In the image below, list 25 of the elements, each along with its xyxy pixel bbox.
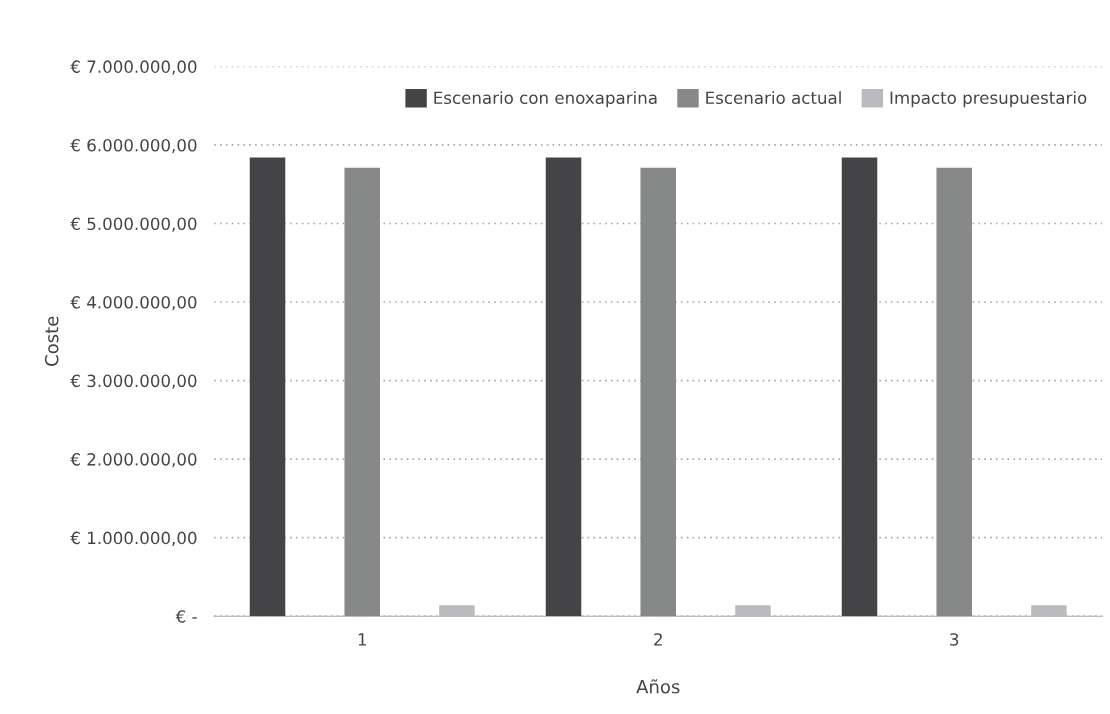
legend-label: Impacto presupuestario [890,91,1087,108]
y-tick-label: € 7.000.000,00 [70,60,197,75]
bar [249,157,286,617]
x-tick-label: 3 [950,633,959,646]
legend-label: Escenario con enoxaparina [434,91,657,108]
bar [545,157,582,617]
bar [841,157,878,617]
y-tick-label: € 5.000.000,00 [70,217,197,232]
bar [1031,605,1067,617]
x-tick-label: 2 [654,633,662,646]
y-tick-label: € 3.000.000,00 [70,374,197,389]
y-tick-label: € 2.000.000,00 [70,453,197,468]
legend-label: Escenario actual [706,91,841,105]
y-tick-label: € - [175,610,197,623]
x-tick-label: 1 [358,633,366,646]
y-axis-title: Coste [44,316,59,366]
y-tick-label: € 4.000.000,00 [70,295,197,311]
bar [735,605,771,617]
y-tick-label: € 1.000.000,00 [70,531,197,546]
y-tick-label: € 6.000.000,00 [70,138,197,154]
bar [344,167,380,617]
bar [439,605,475,617]
bar [640,167,676,617]
bar [936,167,972,617]
x-axis-title: Años [636,679,680,694]
